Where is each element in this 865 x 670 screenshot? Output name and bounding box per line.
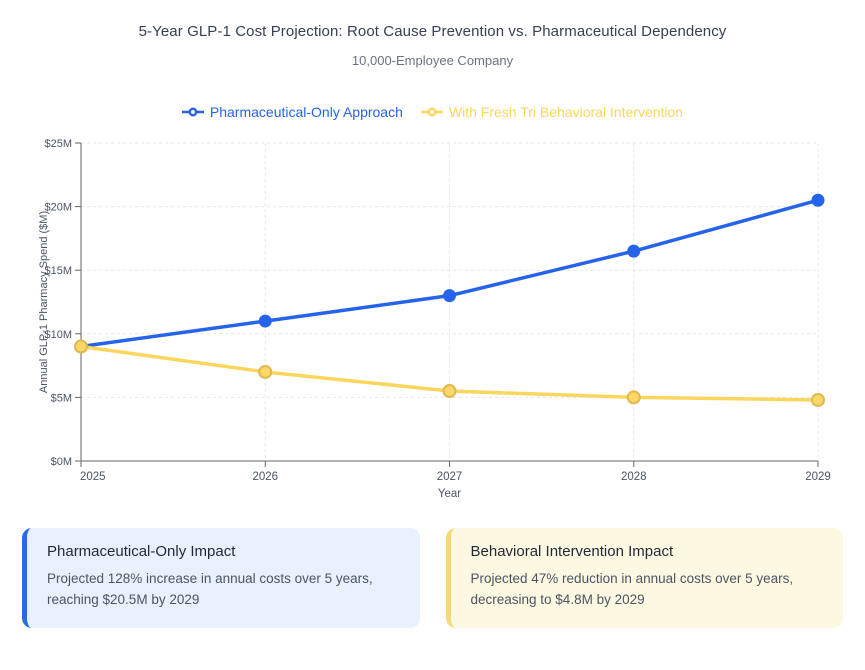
y-tick-label: $10M	[44, 329, 72, 341]
card-title: Behavioral Intervention Impact	[470, 543, 674, 560]
x-tick-label: 2028	[621, 471, 647, 483]
card-title: Pharmaceutical-Only Impact	[47, 543, 236, 560]
card-behavioral-impact: Behavioral Intervention Impact Projected…	[445, 528, 843, 628]
chart-title: 5-Year GLP-1 Cost Projection: Root Cause…	[138, 23, 727, 40]
data-point[interactable]	[626, 390, 641, 405]
data-point[interactable]	[443, 289, 456, 303]
y-tick-label: $25M	[44, 138, 72, 150]
line-series-icon	[420, 107, 443, 117]
chart-legend: Pharmaceutical-Only Approach With Fresh …	[0, 104, 865, 120]
card-body: Projected 47% reduction in annual costs …	[470, 571, 794, 607]
impact-cards: Pharmaceutical-Only Impact Projected 128…	[0, 528, 865, 628]
x-tick-label: 2027	[437, 471, 463, 483]
x-axis-label: Year	[438, 488, 461, 500]
data-point[interactable]	[811, 193, 825, 207]
y-axis-label: Annual GLP-1 Pharmacy Spend ($M)	[38, 211, 50, 393]
y-tick-label: $5M	[51, 392, 72, 404]
page: 5-Year GLP-1 Cost Projection: Root Cause…	[0, 23, 865, 670]
line-series-icon	[181, 107, 204, 117]
data-point[interactable]	[74, 339, 88, 354]
chart-subtitle: 10,000-Employee Company	[351, 53, 514, 68]
y-tick-label: $0M	[51, 456, 72, 468]
x-tick-label: 2026	[252, 471, 278, 483]
y-tick-label: $15M	[44, 265, 72, 277]
x-tick-label: 2025	[80, 471, 106, 483]
y-tick-label: $20M	[44, 202, 72, 214]
data-point[interactable]	[627, 244, 641, 258]
data-point[interactable]	[442, 384, 457, 399]
card-body: Projected 128% increase in annual costs …	[47, 571, 373, 607]
legend-label: Pharmaceutical-Only Approach	[209, 104, 403, 120]
line-chart: $0M $5M $10M $15M $20M $25M 2025 2026 2027 2028 20…	[38, 138, 831, 500]
data-point[interactable]	[258, 364, 273, 379]
legend-item-fresh-tri: With Fresh Tri Behavioral Intervention	[420, 104, 684, 120]
data-point[interactable]	[258, 314, 272, 328]
x-tick-label: 2029	[805, 471, 831, 483]
data-point[interactable]	[811, 392, 825, 407]
chart-area: $0M $5M $10M $15M $20M $25M 2025 2026 2027 2028 20…	[0, 128, 865, 506]
card-pharmaceutical-impact: Pharmaceutical-Only Impact Projected 128…	[22, 528, 420, 628]
legend-item-pharmaceutical: Pharmaceutical-Only Approach	[181, 104, 403, 120]
legend-label: With Fresh Tri Behavioral Intervention	[448, 104, 684, 120]
